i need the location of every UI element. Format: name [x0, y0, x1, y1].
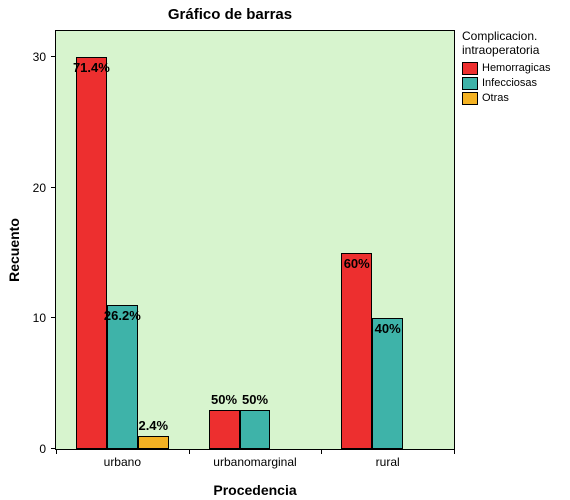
bar: [209, 410, 240, 449]
bar: [372, 318, 403, 449]
x-tick-mark: [56, 449, 57, 454]
y-tick-label: 30: [33, 50, 56, 64]
legend-swatch: [462, 92, 478, 105]
y-axis-label-text: Recuento: [6, 218, 22, 282]
y-tick-mark: [51, 187, 56, 188]
bar: [107, 305, 138, 449]
plot-area: 0102030urbanourbanomarginalrural71.4%26.…: [55, 30, 455, 450]
legend-label: Hemorragicas: [482, 62, 550, 74]
x-tick-mark: [189, 449, 190, 454]
legend-label: Infecciosas: [482, 77, 537, 89]
x-tick-label: rural: [376, 449, 400, 469]
legend-label: Otras: [482, 92, 509, 104]
bar-value-label: 71.4%: [73, 60, 110, 75]
y-tick-mark: [51, 317, 56, 318]
y-tick-label: 0: [39, 442, 56, 456]
chart-frame: Gráfico de barras Recuento 0102030urbano…: [0, 0, 570, 500]
legend-item: Infecciosas: [462, 77, 566, 90]
bar: [138, 436, 169, 449]
x-tick-label: urbanomarginal: [213, 449, 296, 469]
legend-title: Complicacion.intraoperatoria: [462, 30, 566, 58]
legend-swatch: [462, 62, 478, 75]
legend-swatch: [462, 77, 478, 90]
bar-value-label: 50%: [211, 392, 237, 407]
y-tick-label: 10: [33, 311, 56, 325]
x-tick-mark: [454, 449, 455, 454]
bar-value-label: 60%: [344, 256, 370, 271]
bar: [240, 410, 271, 449]
bar: [76, 57, 107, 449]
bar-value-label: 2.4%: [138, 418, 168, 433]
bar: [341, 253, 372, 449]
x-axis-label: Procedencia: [55, 482, 455, 498]
x-tick-label: urbano: [104, 449, 141, 469]
bar-value-label: 26.2%: [104, 308, 141, 323]
bar-value-label: 40%: [375, 321, 401, 336]
y-tick-mark: [51, 56, 56, 57]
y-axis-label: Recuento: [4, 0, 24, 500]
legend-item: Hemorragicas: [462, 62, 566, 75]
legend: Complicacion.intraoperatoria Hemorragica…: [462, 30, 566, 107]
legend-item: Otras: [462, 92, 566, 105]
chart-title: Gráfico de barras: [0, 6, 460, 23]
x-tick-mark: [321, 449, 322, 454]
bar-value-label: 50%: [242, 392, 268, 407]
y-tick-label: 20: [33, 181, 56, 195]
